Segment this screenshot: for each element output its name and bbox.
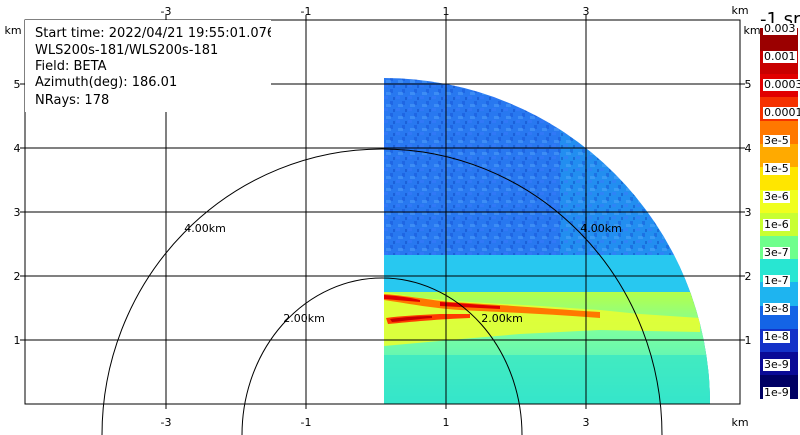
colorbar-label: 1e-5 (763, 162, 790, 175)
grid-lines (25, 20, 740, 404)
colorbar-label: 1e-9 (763, 386, 790, 399)
y-tick-right: 4 (745, 142, 752, 155)
ring-label-4km: 4.00km (580, 222, 622, 235)
radar-sector (384, 78, 710, 404)
y-tick-left: 5 (14, 78, 21, 91)
y-unit-left: km (4, 24, 21, 37)
range-rings (101, 148, 663, 435)
colorbar-label: 0.001 (763, 50, 797, 63)
instrument-text: WLS200s-181/WLS200s-181 (35, 43, 219, 58)
x-tick-top: 3 (583, 5, 590, 18)
x-tick-bottom: 1 (443, 416, 450, 429)
colorbar-label: 3e-6 (763, 190, 790, 203)
ring-label-2km: 2.00km (283, 312, 325, 325)
colorbar-label: 0.0003 (763, 79, 800, 91)
colorbar-label: 1e-7 (763, 274, 790, 287)
colorbar-label: 1e-8 (763, 330, 790, 343)
colorbar-label: 1e-6 (763, 218, 790, 231)
x-tick-bottom: -1 (301, 416, 312, 429)
colorbar-label: 3e-7 (763, 246, 790, 259)
x-tick-top: -1 (301, 5, 312, 18)
x-tick-bottom: -3 (161, 416, 172, 429)
colorbar-label: 3e-9 (763, 358, 790, 371)
ring-label-4km: 4.00km (184, 222, 226, 235)
y-tick-right: 2 (745, 270, 752, 283)
azimuth-text: Azimuth(deg): 186.01 (35, 75, 178, 90)
x-tick-top: -3 (161, 5, 172, 18)
start-time-text: Start time: 2022/04/21 19:55:01.076 (35, 26, 271, 41)
y-tick-left: 3 (14, 206, 21, 219)
nrays-text: NRays: 178 (35, 93, 110, 108)
y-tick-right: 5 (745, 78, 752, 91)
tick-marks (20, 15, 745, 409)
colorbar: 0.003 0.001 0.0003 0.0001 3e-5 1e-5 3e-6 1e-6 3e… (760, 23, 800, 399)
field-text: Field: BETA (35, 59, 107, 74)
ring-label-2km: 2.00km (481, 312, 523, 325)
scan-info-box: Start time: 2022/04/21 19:55:01.076 WLS2… (25, 20, 271, 112)
x-unit-bottom: km (731, 416, 748, 429)
x-tick-bottom: 3 (583, 416, 590, 429)
colorbar-label: 3e-5 (763, 134, 790, 147)
colorbar-label: 0.0001 (763, 107, 800, 119)
y-tick-right: 3 (745, 206, 752, 219)
x-unit-top: km (731, 4, 748, 17)
colorbar-label: 0.003 (763, 22, 797, 35)
colorbar-label: 3e-8 (763, 302, 790, 315)
y-tick-left: 4 (14, 142, 21, 155)
y-tick-right: 1 (745, 334, 752, 347)
y-tick-left: 1 (14, 334, 21, 347)
y-tick-left: 2 (14, 270, 21, 283)
y-unit-right: km (743, 24, 760, 37)
x-tick-top: 1 (443, 5, 450, 18)
